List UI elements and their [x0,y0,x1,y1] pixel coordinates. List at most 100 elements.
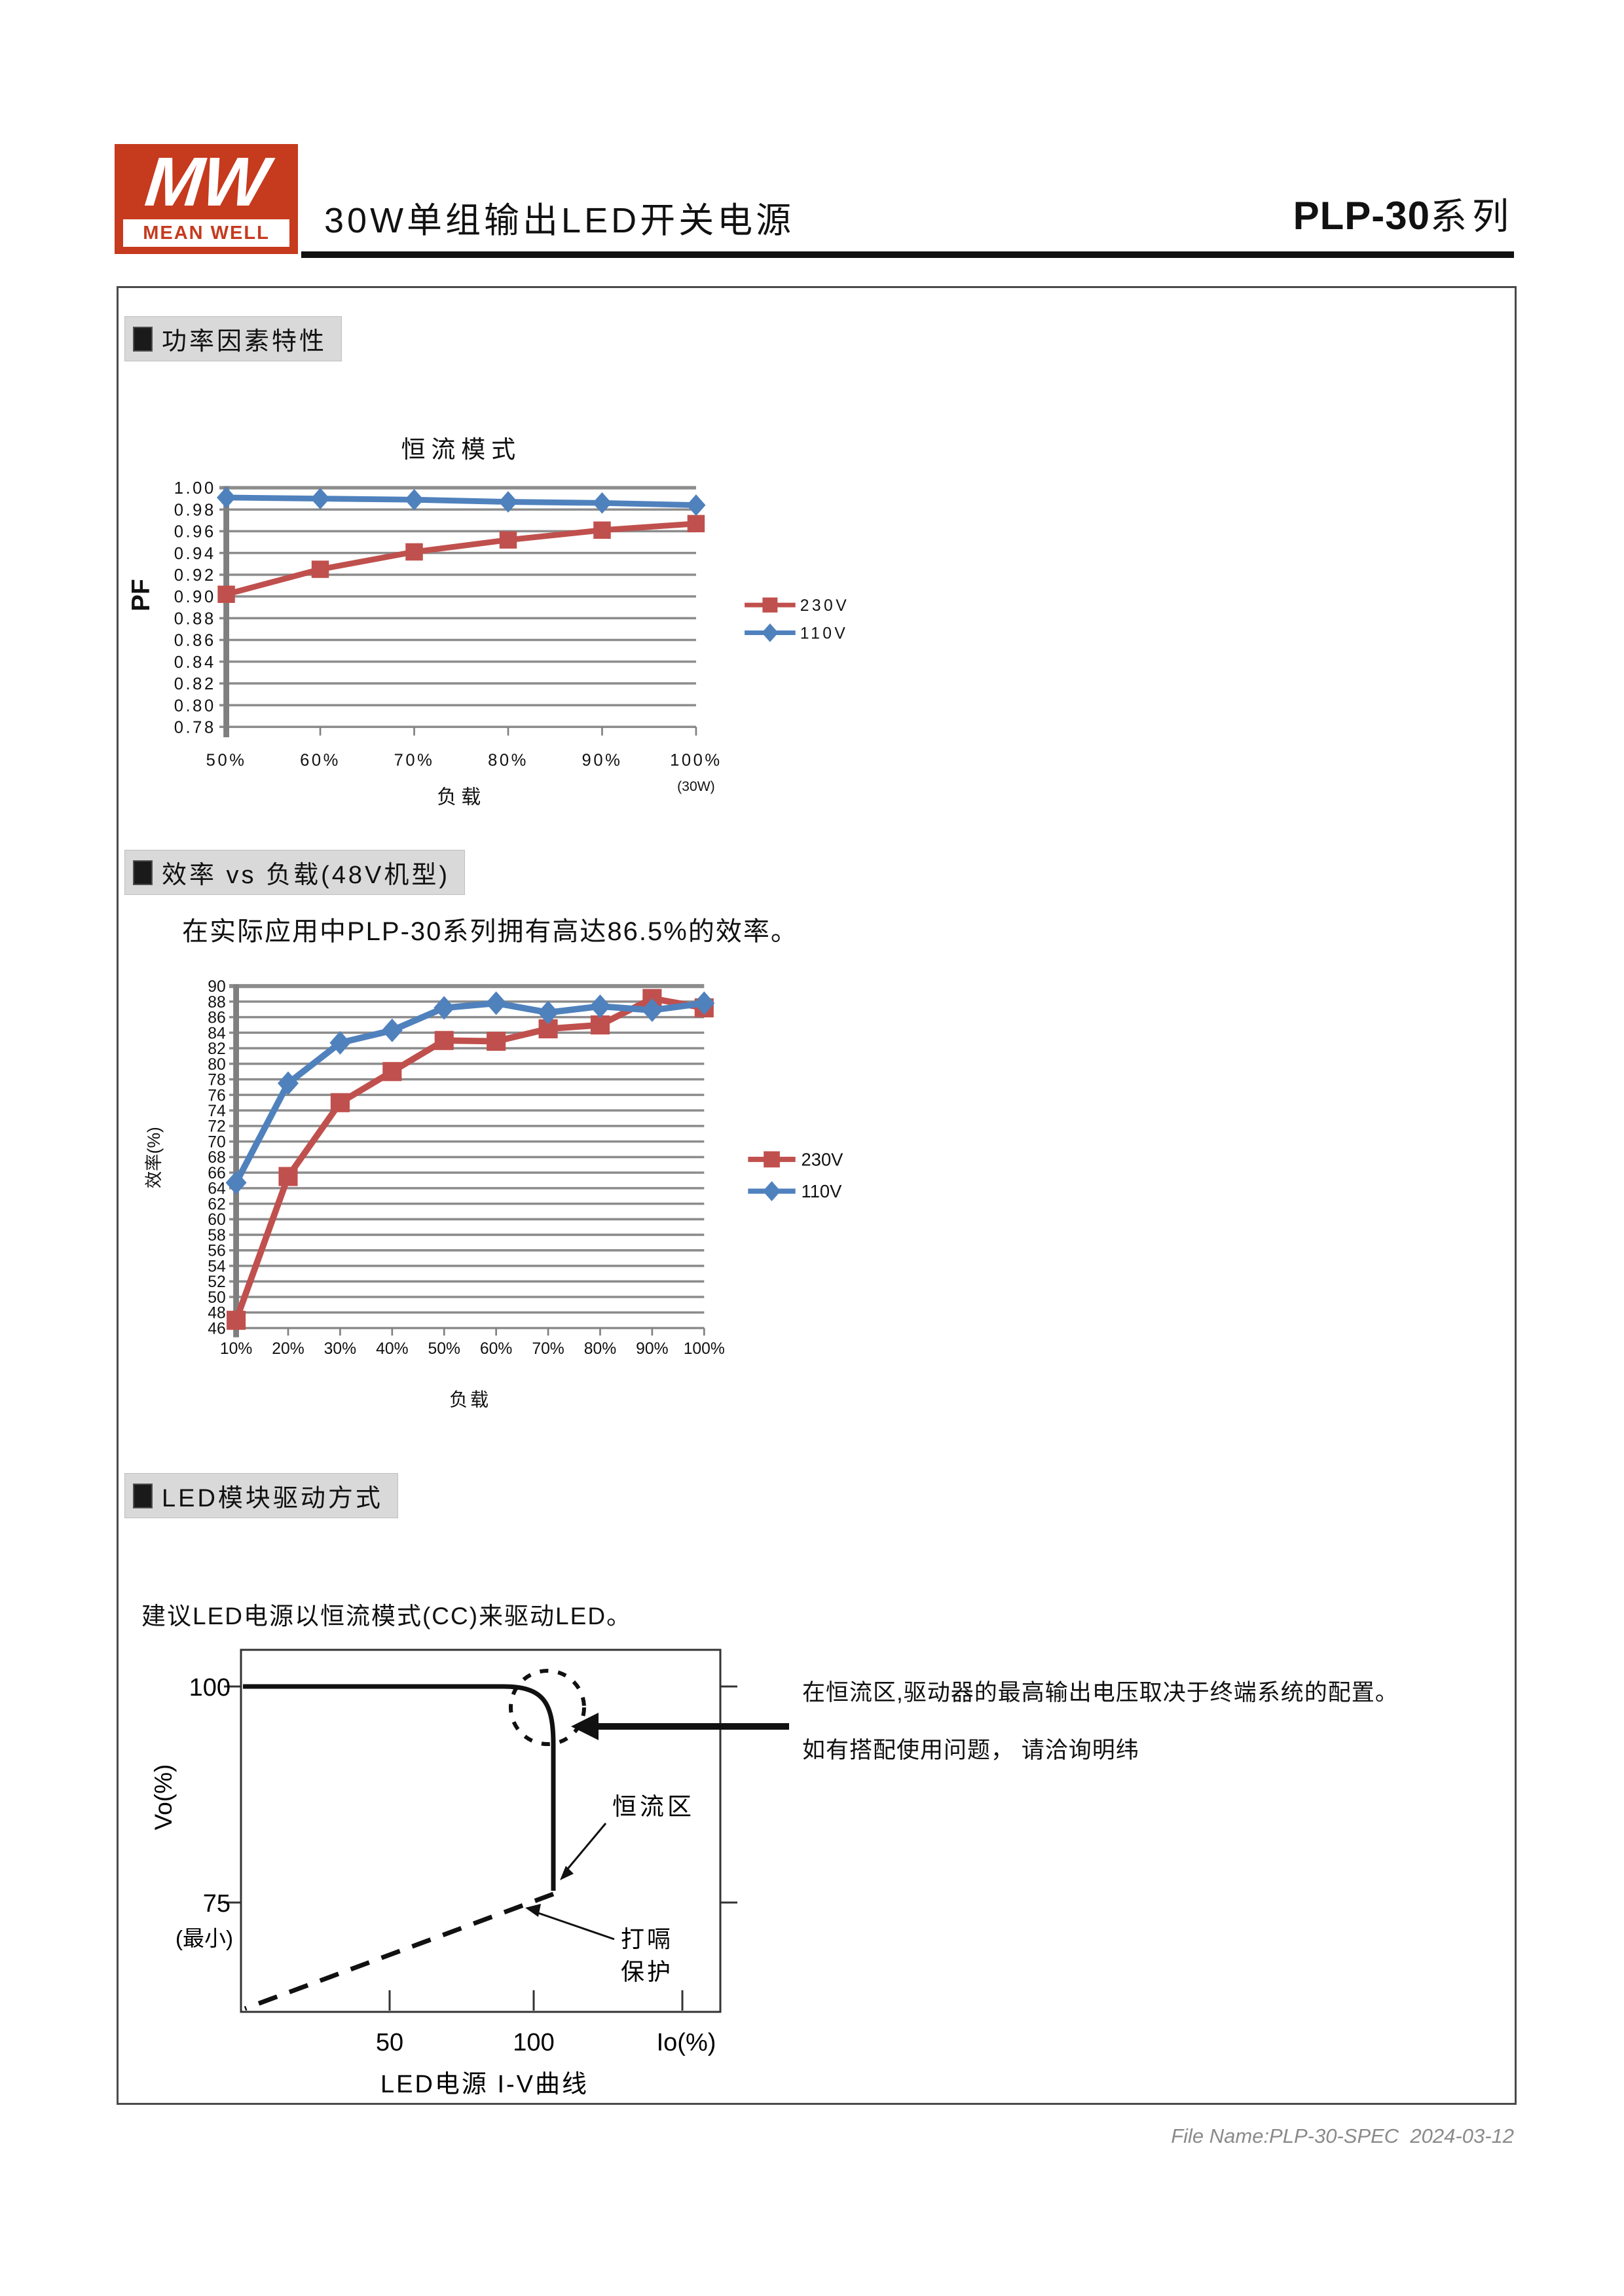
svg-text:90: 90 [208,978,225,996]
y-axis-title: Vo(%) [150,1764,177,1831]
svg-text:PF: PF [131,579,155,611]
section-heading-label: LED模块驱动方式 [162,1485,383,1512]
note-arrow-icon [571,1713,789,1740]
svg-text:70%: 70% [532,1340,564,1358]
svg-text:62: 62 [208,1195,225,1213]
hiccup-pointer-icon [525,1904,615,1941]
x-tick-50: 50 [376,2029,403,2056]
section-heading-power-factor: 功率因素特性 [124,316,342,361]
knee-highlight-circle [509,1669,586,1746]
svg-text:90%: 90% [636,1340,668,1358]
svg-text:0.86: 0.86 [174,632,216,650]
led-drive-description: 建议LED电源以恒流模式(CC)来驱动LED。 [141,1603,633,1630]
series-suffix: 系列 [1430,196,1514,237]
y-max-label: 100 [189,1674,231,1702]
cc-region-label: 恒流区 [612,1793,695,1820]
svg-text:230V: 230V [802,1150,844,1170]
iv-curve-diagram: 100 75 (最小) Vo(%) 50 100 Io(%) 恒流区 打嗝 保护… [150,1649,789,2098]
svg-text:58: 58 [208,1227,225,1245]
svg-text:40%: 40% [376,1340,408,1358]
svg-text:60%: 60% [480,1340,512,1358]
svg-text:负载: 负载 [449,1389,491,1410]
svg-text:54: 54 [208,1258,225,1275]
svg-text:60%: 60% [300,751,341,769]
y-min-note: (最小) [175,1926,233,1950]
svg-text:50%: 50% [428,1340,460,1358]
svg-text:100%: 100% [670,751,722,769]
svg-text:74: 74 [208,1102,225,1120]
svg-text:0.78: 0.78 [174,719,216,737]
square-bullet-icon [133,1483,153,1508]
svg-text:230V: 230V [800,597,849,615]
svg-text:110V: 110V [800,625,848,642]
svg-text:80%: 80% [488,751,528,769]
svg-text:86: 86 [208,1010,225,1027]
svg-text:60: 60 [208,1211,225,1229]
x-axis-title: Io(%) [657,2029,716,2056]
svg-text:0.84: 0.84 [174,653,216,672]
section-heading-efficiency: 效率 vs 负载(48V机型) [124,850,466,895]
iv-solid-curve [243,1684,556,1891]
section-heading-label: 功率因素特性 [162,328,327,355]
svg-text:80: 80 [208,1056,225,1074]
cc-pointer-icon [560,1823,607,1880]
svg-text:效率(%): 效率(%) [144,1127,164,1188]
svg-text:负载: 负载 [437,787,485,809]
svg-text:0.80: 0.80 [174,697,216,715]
x-tick-100: 100 [513,2029,554,2056]
pf-chart: 1.00 0.98 0.96 0.94 0.92 0.90 0.88 0.86 0.84 0.82… [131,435,849,809]
mw-logo-icon: MW [141,143,271,221]
section-heading-led-drive: LED模块驱动方式 [124,1473,398,1518]
svg-text:90%: 90% [582,751,623,769]
svg-text:0.94: 0.94 [174,545,216,563]
svg-text:78: 78 [208,1072,225,1089]
file-name-footer: File Name:PLP-30-SPEC 2024-03-12 [1171,2124,1514,2147]
meanwell-brand-label: MEAN WELL [123,219,289,247]
svg-text:10%: 10% [220,1340,252,1358]
iv-caption: LED电源 I-V曲线 [380,2071,589,2098]
svg-text:0.98: 0.98 [174,501,216,519]
svg-text:1.00: 1.00 [174,479,216,498]
svg-text:0.92: 0.92 [174,566,216,585]
svg-text:20%: 20% [272,1340,304,1358]
series-title: PLP-30系列 [1293,187,1514,240]
efficiency-chart: 9088868482807876747270686664626058565452… [144,978,844,1410]
svg-text:48: 48 [208,1305,225,1322]
meanwell-logo: MW MEAN WELL [115,143,298,254]
svg-text:100%: 100% [684,1340,725,1358]
svg-text:46: 46 [208,1320,225,1338]
content-frame [117,286,1517,2105]
square-bullet-icon [133,326,153,352]
svg-text:88: 88 [208,994,225,1011]
header-divider [301,251,1514,258]
svg-text:50: 50 [208,1289,225,1307]
svg-text:30%: 30% [324,1340,356,1358]
svg-text:50%: 50% [206,751,247,769]
svg-text:84: 84 [208,1025,225,1042]
svg-text:56: 56 [208,1243,225,1260]
hiccup-label-line1: 打嗝 [621,1925,673,1952]
iv-plot-frame [240,1649,722,2013]
svg-text:0.82: 0.82 [174,675,216,693]
svg-text:64: 64 [208,1180,225,1198]
hiccup-label-line2: 保护 [621,1958,673,1985]
cc-region-note: 在恒流区,驱动器的最高输出电压取决于终端系统的配置。 如有搭配使用问题， 请洽询… [802,1673,1516,1770]
svg-text:110V: 110V [802,1181,843,1201]
svg-text:66: 66 [208,1165,225,1182]
svg-text:0.90: 0.90 [174,588,216,606]
y-min-label: 75 [203,1890,231,1918]
svg-text:(30W): (30W) [677,779,715,794]
efficiency-description: 在实际应用中PLP-30系列拥有高达86.5%的效率。 [182,917,798,946]
svg-text:68: 68 [208,1149,225,1167]
cc-region-note-line2: 如有搭配使用问题， 请洽询明纬 [802,1738,1139,1763]
section-heading-label: 效率 vs 负载(48V机型) [162,862,451,889]
svg-text:52: 52 [208,1273,225,1291]
cc-region-note-line1: 在恒流区,驱动器的最高输出电压取决于终端系统的配置。 [802,1680,1399,1705]
square-bullet-icon [133,860,153,885]
iv-axis-ticks [224,1685,737,2011]
svg-text:70: 70 [208,1134,225,1152]
hiccup-dashed-line [244,1891,555,2011]
svg-text:80%: 80% [584,1340,616,1358]
svg-text:76: 76 [208,1087,225,1104]
